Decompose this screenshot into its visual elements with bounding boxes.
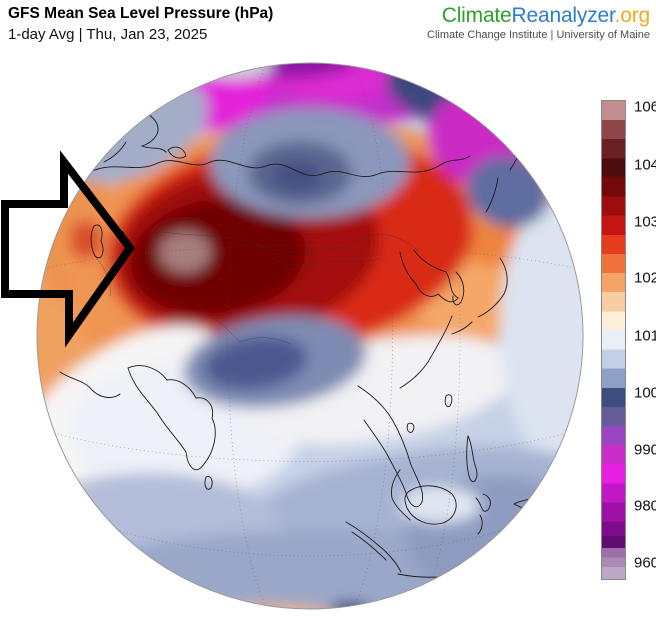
colorbar-gradient — [601, 100, 626, 580]
map-header: GFS Mean Sea Level Pressure (hPa) 1-day … — [8, 5, 273, 44]
globe-rim — [36, 62, 584, 610]
brand-tagline: Climate Change Institute | University of… — [427, 29, 650, 41]
colorbar-tick-label: 960 — [634, 554, 656, 572]
colorbar-tick-label: 990 — [634, 441, 656, 459]
logo-part-climate: Climate — [441, 4, 512, 27]
colorbar-tick-label: 980 — [634, 497, 656, 515]
colorbar: 1060 1040 1030 1020 1010 1000 990 980 960 — [601, 98, 656, 580]
colorbar-tick-label: 1030 — [634, 213, 656, 231]
annotation-arrow — [1, 150, 135, 348]
logo-part-org: .org — [614, 4, 651, 27]
site-brand: ClimateReanalyzer.org Climate Change Ins… — [427, 4, 650, 41]
climate-reanalyzer-logo[interactable]: ClimateReanalyzer.org — [427, 4, 650, 28]
colorbar-tick-label: 1040 — [634, 156, 656, 174]
colorbar-tick-label: 1000 — [634, 384, 656, 402]
pressure-field — [37, 63, 583, 609]
colorbar-tick-label: 1010 — [634, 327, 656, 345]
graticule-lines — [41, 65, 579, 607]
logo-part-reanalyzer: Reanalyzer — [511, 4, 615, 27]
page-title: GFS Mean Sea Level Pressure (hPa) — [8, 5, 274, 22]
map-date-subtitle: 1-day Avg | Thu, Jan 23, 2025 — [8, 25, 208, 43]
country-borders — [94, 229, 419, 345]
colorbar-tick-label: 1060 — [634, 98, 656, 116]
colorbar-tick-label: 1020 — [634, 269, 656, 287]
